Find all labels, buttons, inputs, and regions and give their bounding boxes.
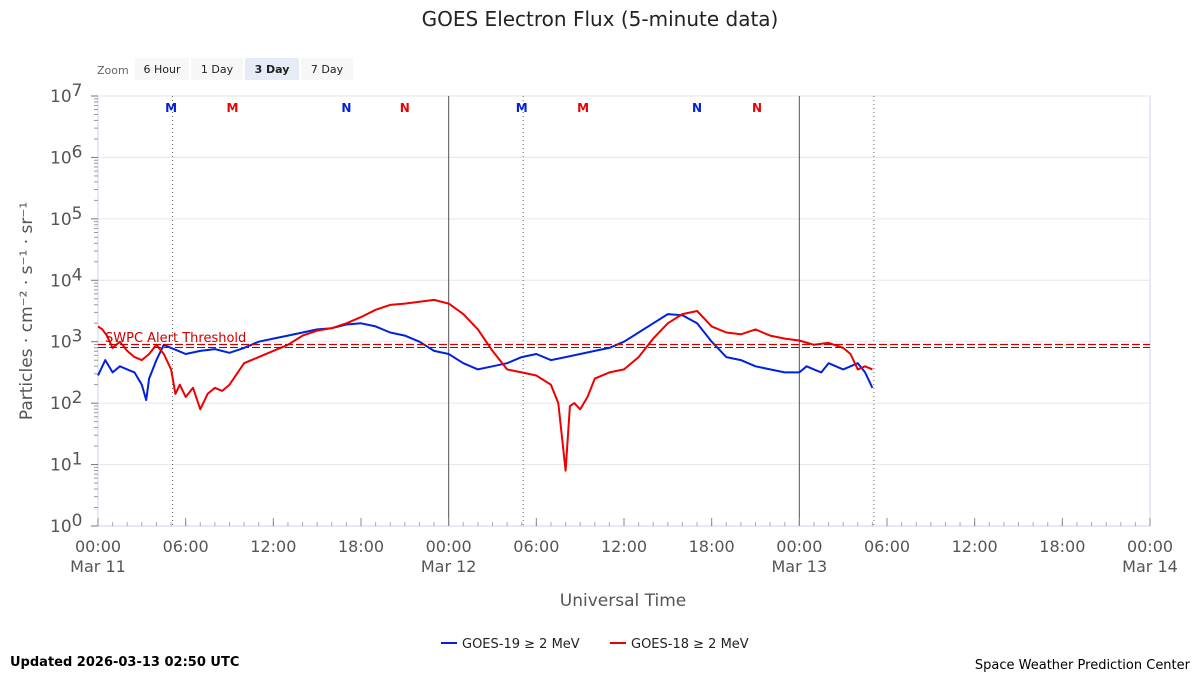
y-tick-label: 105	[50, 204, 82, 230]
x-tick-time: 12:00	[952, 537, 998, 556]
event-marker: M	[516, 101, 528, 115]
series-line-goes-18	[97, 298, 873, 472]
updated-timestamp: Updated 2026-03-13 02:50 UTC	[10, 655, 239, 670]
y-tick-label: 103	[50, 327, 82, 353]
credit-text: Space Weather Prediction Center	[975, 658, 1191, 673]
zoom-button-3-day[interactable]: 3 Day	[245, 58, 299, 80]
y-tick-base: 10	[50, 456, 72, 476]
zoom-button-label: 3 Day	[255, 63, 290, 76]
zoom-button-bg	[135, 58, 189, 80]
event-marker: M	[165, 101, 177, 115]
zoom-button-bg	[191, 58, 243, 80]
x-tick-time: 12:00	[601, 537, 647, 556]
legend-label: GOES-18 ≥ 2 MeV	[631, 637, 749, 652]
y-tick-base: 10	[50, 517, 72, 537]
plot-border	[97, 95, 1151, 527]
zoom-controls: Zoom 6 Hour 1 Day 3 Day 7 Day	[97, 58, 353, 80]
x-tick-time: 00:00	[75, 537, 121, 556]
zoom-button-label: 1 Day	[201, 63, 234, 76]
zoom-button-bg	[245, 58, 299, 80]
plot-area	[97, 95, 1151, 527]
zoom-button-7-day[interactable]: 7 Day	[301, 58, 353, 80]
y-tick-label: 100	[50, 511, 82, 537]
y-tick-exponent: 7	[72, 81, 83, 101]
threshold-label: SWPC Alert Threshold	[105, 331, 246, 346]
y-tick-base: 10	[50, 333, 72, 353]
y-tick-base: 10	[50, 148, 72, 168]
event-marker: M	[226, 101, 238, 115]
x-tick-time: 18:00	[1039, 537, 1085, 556]
x-tick-time: 00:00	[1127, 537, 1173, 556]
legend-item-goes-19[interactable]: GOES-19 ≥ 2 MeV	[441, 637, 580, 652]
x-tick-time: 06:00	[864, 537, 910, 556]
y-tick-label: 104	[50, 265, 82, 291]
x-tick-date: Mar 12	[421, 557, 477, 576]
zoom-button-label: 6 Hour	[144, 63, 181, 76]
x-tick-date: Mar 14	[1122, 557, 1178, 576]
y-tick-exponent: 1	[72, 450, 83, 470]
x-tick-time: 12:00	[250, 537, 296, 556]
y-tick-exponent: 6	[72, 142, 83, 162]
y-tick-label: 102	[50, 388, 82, 414]
event-marker: N	[400, 101, 410, 115]
reference-lines	[172, 96, 875, 526]
event-marker: M	[577, 101, 589, 115]
x-tick-time: 06:00	[513, 537, 559, 556]
zoom-button-6-hour[interactable]: 6 Hour	[135, 58, 189, 80]
legend-item-goes-18[interactable]: GOES-18 ≥ 2 MeV	[610, 637, 749, 652]
y-tick-exponent: 2	[72, 388, 83, 408]
y-tick-exponent: 4	[72, 265, 83, 285]
zoom-button-1-day[interactable]: 1 Day	[191, 58, 243, 80]
zoom-label: Zoom	[97, 64, 129, 77]
threshold-layer: SWPC Alert Threshold	[98, 331, 1150, 349]
y-tick-base: 10	[50, 394, 72, 414]
x-tick-time: 18:00	[689, 537, 735, 556]
y-tick-base: 10	[50, 87, 72, 107]
y-tick-base: 10	[50, 210, 72, 230]
event-marker: N	[752, 101, 762, 115]
y-tick-exponent: 0	[72, 511, 83, 531]
y-tick-label: 107	[50, 81, 82, 107]
x-tick-date: Mar 11	[70, 557, 126, 576]
y-tick-label: 101	[50, 450, 82, 476]
x-axis-title: Universal Time	[560, 591, 686, 611]
y-tick-exponent: 5	[72, 204, 83, 224]
zoom-button-label: 7 Day	[311, 63, 344, 76]
chart-title: GOES Electron Flux (5-minute data)	[422, 7, 779, 31]
y-tick-base: 10	[50, 271, 72, 291]
event-marker: N	[341, 101, 351, 115]
x-tick-time: 00:00	[426, 537, 472, 556]
y-axis-title: Particles · cm⁻² · s⁻¹ · sr⁻¹	[17, 202, 37, 420]
y-tick-exponent: 3	[72, 327, 83, 347]
x-tick-date: Mar 13	[772, 557, 828, 576]
zoom-button-bg	[301, 58, 353, 80]
y-tick-label: 106	[50, 142, 82, 168]
legend[interactable]: GOES-19 ≥ 2 MeV GOES-18 ≥ 2 MeV	[441, 637, 749, 652]
x-tick-time: 06:00	[163, 537, 209, 556]
x-tick-time: 00:00	[776, 537, 822, 556]
legend-label: GOES-19 ≥ 2 MeV	[462, 637, 580, 652]
event-marker: N	[692, 101, 702, 115]
x-tick-time: 18:00	[338, 537, 384, 556]
